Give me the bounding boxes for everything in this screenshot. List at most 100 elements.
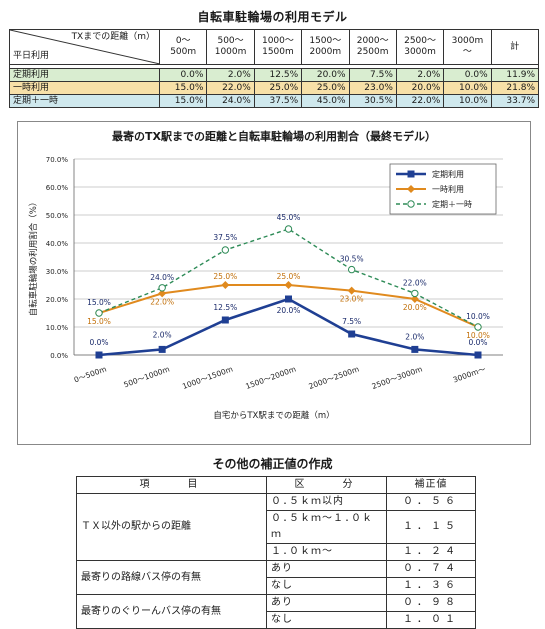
data-label: 24.0% (150, 273, 174, 282)
category-cell: あり (266, 594, 387, 612)
x-tick-label: 2500～3000m (371, 364, 424, 391)
data-point (474, 351, 482, 359)
data-label: 15.0% (87, 317, 111, 326)
data-label: 45.0% (277, 213, 301, 222)
data-label: 12.5% (213, 303, 237, 312)
data-label: 22.0% (403, 278, 427, 287)
data-label: 22.0% (150, 297, 174, 306)
value-cell: ０．９８ (386, 594, 476, 612)
x-tick-label: 1000～1500m (181, 364, 234, 391)
line-chart-panel: 最寄のTX駅までの距離と自転車駐輪場の利用割合（最終モデル） 0.0% 10.0%… (17, 121, 531, 445)
item-cell: 最寄りのぐりーんバス停の有無 (76, 594, 267, 629)
table-cell: 45.0% (301, 94, 350, 108)
data-label: 23.0% (340, 295, 364, 304)
table-cell-total: 11.9% (490, 68, 540, 82)
table-cell-total: 21.8% (490, 81, 540, 95)
table-cell: 24.0% (206, 94, 255, 108)
table-cell: 22.0% (395, 94, 445, 108)
line-chart: 0.0%10.0%20.0%30.0%40.0%50.0%60.0%70.0%0… (28, 156, 503, 421)
legend-label: 一時利用 (432, 184, 464, 194)
table-cell: 15.0% (158, 81, 208, 95)
table-row: ＴＸ以外の駅からの距離 ０.５ｋｍ以内 ０．５６ (76, 493, 476, 561)
row-label: 定期＋一時 (9, 94, 160, 108)
legend-marker (407, 200, 415, 208)
row-label: 定期利用 (9, 68, 160, 82)
data-label: 0.0% (468, 338, 487, 347)
table-row: 一時利用 15.0% 22.0% 25.0% 25.0% 23.0% 20.0%… (9, 81, 540, 95)
data-label: 37.5% (213, 233, 237, 242)
data-point (285, 295, 292, 303)
table-header-row: TXまでの距離（m） 平日利用 0～ 500m 500～ 1000m 1000～… (9, 29, 540, 65)
table-cell: 0.0% (158, 68, 208, 82)
usage-model-table: TXまでの距離（m） 平日利用 0～ 500m 500～ 1000m 1000～… (9, 29, 540, 108)
y-tick-label: 20.0% (46, 296, 69, 304)
category-cell: ０.５ｋｍ以内 (266, 493, 387, 511)
table-cell: 2.0% (395, 68, 445, 82)
diagonal-divider (10, 30, 160, 64)
table-row: 定期利用 0.0% 2.0% 12.5% 20.0% 7.5% 2.0% 0.0… (9, 68, 540, 82)
data-point (348, 330, 356, 338)
corner-distance-label: TXまでの距離（m） (71, 32, 155, 42)
data-point (284, 281, 293, 289)
x-tick-label: 500～1000m (122, 364, 170, 389)
category-cell: なし (266, 611, 387, 629)
table-corner-cell: TXまでの距離（m） 平日利用 (9, 29, 160, 65)
table-cell: 20.0% (301, 68, 350, 82)
table-row: なし １．３６ (77, 577, 476, 595)
table-cell: 12.5% (253, 68, 303, 82)
category-cell: ０.５ｋｍ～１.０ｋｍ (266, 510, 387, 544)
data-label: 2.0% (153, 330, 172, 339)
y-tick-label: 50.0% (46, 212, 69, 220)
data-point (221, 316, 229, 324)
column-header: 2000～ 2500m (348, 29, 397, 65)
data-point (158, 289, 167, 298)
data-label: 20.0% (403, 303, 427, 312)
data-point (95, 309, 103, 317)
data-label: 15.0% (87, 298, 111, 307)
data-point (411, 289, 419, 298)
column-header: 3000m ～ (443, 29, 492, 65)
x-tick-label: 3000m～ (452, 364, 487, 384)
data-label: 7.5% (342, 317, 361, 326)
y-tick-label: 60.0% (46, 184, 69, 192)
table-cell: 25.0% (253, 81, 303, 95)
x-tick-label: 1500～2000m (244, 364, 297, 391)
column-header-total: 計 (490, 29, 540, 65)
item-cell: ＴＸ以外の駅からの距離 (76, 493, 267, 561)
y-axis-label: 自転車駐輪場の利用割合（%） (28, 198, 39, 317)
table-cell: 7.5% (348, 68, 397, 82)
model-title: 自転車駐輪場の利用モデル (197, 10, 348, 24)
table-row: ０.５ｋｍ～１.０ｋｍ １．１５ (77, 510, 476, 544)
data-label: 30.5% (340, 255, 364, 264)
table-cell: 22.0% (206, 81, 255, 95)
column-header: 2500～ 3000m (395, 29, 445, 65)
column-header: 500～ 1000m (206, 29, 255, 65)
data-point (221, 281, 230, 289)
data-point (284, 225, 293, 233)
value-cell: １．２４ (386, 543, 476, 561)
data-label: 25.0% (277, 272, 301, 281)
data-point (411, 345, 419, 353)
table-row: 定期＋一時 15.0% 24.0% 37.5% 45.0% 30.5% 22.0… (9, 94, 540, 108)
category-cell: なし (266, 577, 387, 595)
chart-title: 最寄のTX駅までの距離と自転車駐輪場の利用割合（最終モデル） (112, 130, 436, 143)
value-cell: １．１５ (386, 510, 476, 544)
table-row: 最寄りのぐりーんバス停の有無 あり ０．９８ (76, 594, 476, 629)
table-cell: 25.0% (301, 81, 350, 95)
header-item: 項 目 (76, 476, 267, 494)
item-cell: 最寄りの路線バス停の有無 (76, 560, 267, 595)
y-tick-label: 70.0% (46, 156, 69, 164)
table-row: 最寄りの路線バス停の有無 あり ０．７４ (76, 560, 476, 595)
data-point (158, 345, 166, 353)
data-point (158, 284, 166, 292)
data-label: 2.0% (405, 332, 424, 341)
correction-header-row: 項 目 区 分 補正値 (76, 476, 476, 494)
data-label: 20.0% (277, 306, 301, 315)
legend-label: 定期利用 (432, 169, 464, 179)
data-label: 10.0% (466, 331, 490, 340)
value-cell: ０．７４ (386, 560, 476, 578)
table-cell: 37.5% (253, 94, 303, 108)
legend-marker (407, 170, 415, 178)
y-tick-label: 40.0% (46, 240, 69, 248)
table-cell: 0.0% (443, 68, 492, 82)
